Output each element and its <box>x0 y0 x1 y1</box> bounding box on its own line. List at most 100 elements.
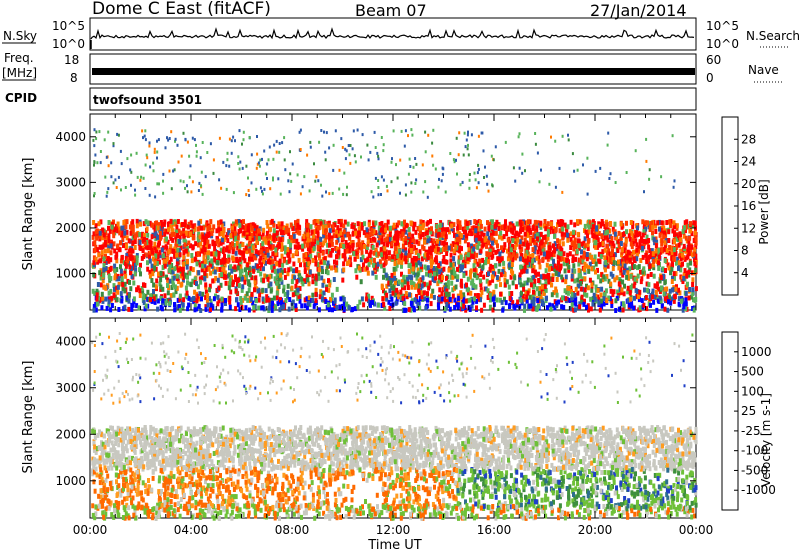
echo-cell <box>209 270 213 276</box>
echo-cell <box>613 221 617 227</box>
echo-cell <box>375 242 379 248</box>
echo-cell <box>250 233 254 238</box>
echo-cell <box>624 259 628 265</box>
echo-cell <box>209 298 213 304</box>
echo-cell <box>682 233 686 239</box>
echo-cell <box>503 282 507 288</box>
echo-cell <box>447 291 451 297</box>
echo-cell <box>206 151 209 154</box>
echo-cell <box>196 226 200 232</box>
echo-cell <box>473 171 476 175</box>
echo-cell <box>663 243 667 249</box>
echo-cell <box>427 268 431 274</box>
echo-cell <box>148 269 152 275</box>
echo-cell <box>456 266 459 272</box>
echo-cell <box>328 282 332 288</box>
echo-cell <box>380 136 383 139</box>
echo-cell <box>230 229 234 235</box>
echo-cell <box>175 285 179 291</box>
echo-cell <box>120 298 124 304</box>
echo-cell <box>110 175 113 179</box>
echo-cell <box>505 279 509 285</box>
echo-cell <box>320 275 324 281</box>
echo-cell <box>476 261 480 267</box>
echo-cell <box>338 168 341 172</box>
echo-cell <box>343 253 347 259</box>
echo-cell <box>188 270 192 276</box>
echo-cell <box>251 265 255 271</box>
echo-cell <box>246 228 250 234</box>
echo-cell <box>117 307 121 312</box>
echo-cell <box>317 275 321 281</box>
echo-cell <box>380 303 384 308</box>
echo-cell <box>665 248 669 253</box>
echo-cell <box>380 235 384 241</box>
echo-cell <box>519 282 523 288</box>
echo-cell <box>169 293 173 299</box>
echo-cell <box>667 238 671 243</box>
echo-cell <box>248 248 252 254</box>
echo-cell <box>353 256 357 262</box>
echo-cell <box>151 271 155 277</box>
echo-cell <box>349 161 352 165</box>
echo-cell <box>546 256 550 262</box>
echo-cell <box>652 259 656 264</box>
echo-cell <box>134 234 137 240</box>
echo-cell <box>238 243 242 249</box>
echo-cell <box>456 241 459 247</box>
echo-cell <box>326 270 330 276</box>
echo-cell <box>410 128 413 132</box>
echo-cell <box>678 290 682 296</box>
echo-cell <box>238 167 241 171</box>
echo-cell <box>164 244 168 250</box>
echo-cell <box>223 262 227 268</box>
echo-cell <box>189 223 193 229</box>
echo-cell <box>271 267 275 273</box>
echo-cell <box>648 263 652 269</box>
echo-cell <box>204 295 208 301</box>
echo-cell <box>267 258 270 264</box>
echo-cell <box>489 232 493 238</box>
echo-cell <box>166 283 169 288</box>
echo-cell <box>571 254 575 260</box>
echo-cell <box>162 179 164 183</box>
echo-cell <box>451 287 455 293</box>
echo-cell <box>611 226 615 232</box>
echo-cell <box>280 304 283 310</box>
echo-cell <box>610 251 613 257</box>
echo-cell <box>309 145 312 149</box>
echo-cell <box>539 294 543 300</box>
echo-cell <box>547 245 551 251</box>
echo-cell <box>556 254 560 260</box>
echo-cell <box>237 155 240 159</box>
echo-cell <box>593 296 597 302</box>
echo-cell <box>501 307 505 313</box>
echo-cell <box>403 285 407 291</box>
echo-cell <box>629 241 633 247</box>
echo-cell <box>421 275 425 281</box>
echo-cell <box>518 132 521 136</box>
echo-cell <box>251 300 255 306</box>
echo-cell <box>444 190 447 194</box>
echo-cell <box>263 187 266 191</box>
echo-cell <box>669 300 673 306</box>
echo-cell <box>286 294 289 300</box>
echo-cell <box>186 224 190 230</box>
echo-cell <box>549 306 553 312</box>
echo-cell <box>98 130 101 134</box>
echo-cell <box>487 259 491 265</box>
echo-cell <box>498 234 501 240</box>
echo-cell <box>426 265 430 271</box>
echo-cell <box>118 230 122 236</box>
echo-cell <box>242 130 245 134</box>
echo-cell <box>228 137 231 141</box>
echo-cell <box>436 246 440 252</box>
echo-cell <box>446 284 450 290</box>
echo-cell <box>308 237 312 243</box>
echo-cell <box>573 278 577 284</box>
echo-cell <box>499 282 502 288</box>
echo-cell <box>663 246 666 252</box>
echo-cell <box>369 302 372 308</box>
echo-cell <box>568 251 572 257</box>
echo-cell <box>574 286 578 292</box>
